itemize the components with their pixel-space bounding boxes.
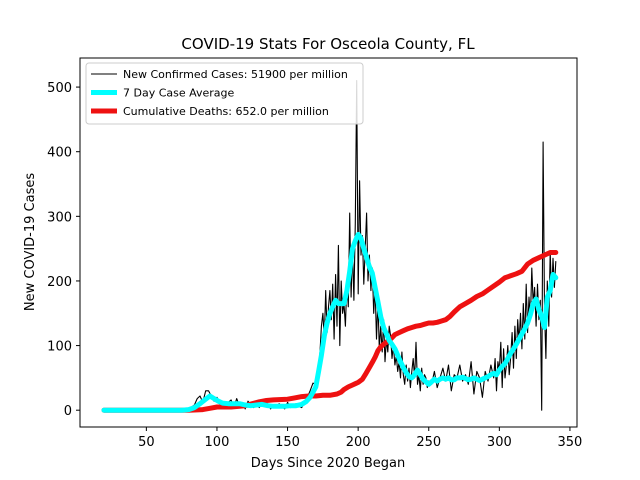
legend-entries: New Confirmed Cases: 51900 per million 7 … [91,68,348,118]
legend-label-0: New Confirmed Cases: 51900 per million [123,68,348,81]
series-layer [101,80,559,413]
x-axis-ticks: 50 100 150 200 250 300 350 [138,427,582,450]
y-axis-label: New COVID-19 Cases [23,173,38,311]
x-tick-label: 150 [275,435,300,450]
y-tick-label: 100 [47,340,72,355]
series-line-2 [101,250,559,413]
legend: New Confirmed Cases: 51900 per million 7 … [85,62,364,125]
y-tick-label: 500 [47,81,72,96]
x-axis-label: Days Since 2020 Began [251,456,406,471]
legend-box [85,62,364,125]
axes-frame [79,57,578,428]
y-tick-label: 400 [47,146,72,161]
x-tick-label: 50 [138,435,155,450]
chart-title: COVID-19 Stats For Osceola County, FL [181,35,475,53]
legend-label-2: Cumulative Deaths: 652.0 per million [123,105,329,118]
x-tick-label: 350 [558,435,583,450]
x-tick-label: 100 [205,435,230,450]
y-tick-label: 200 [47,275,72,290]
y-axis-ticks: 0 100 200 300 400 500 [47,81,80,419]
x-tick-label: 250 [416,435,441,450]
legend-label-1: 7 Day Case Average [123,87,235,100]
y-tick-label: 0 [64,404,72,419]
y-tick-label: 300 [47,210,72,225]
x-tick-label: 300 [487,435,512,450]
x-tick-label: 200 [346,435,371,450]
series-line-1 [101,231,559,413]
